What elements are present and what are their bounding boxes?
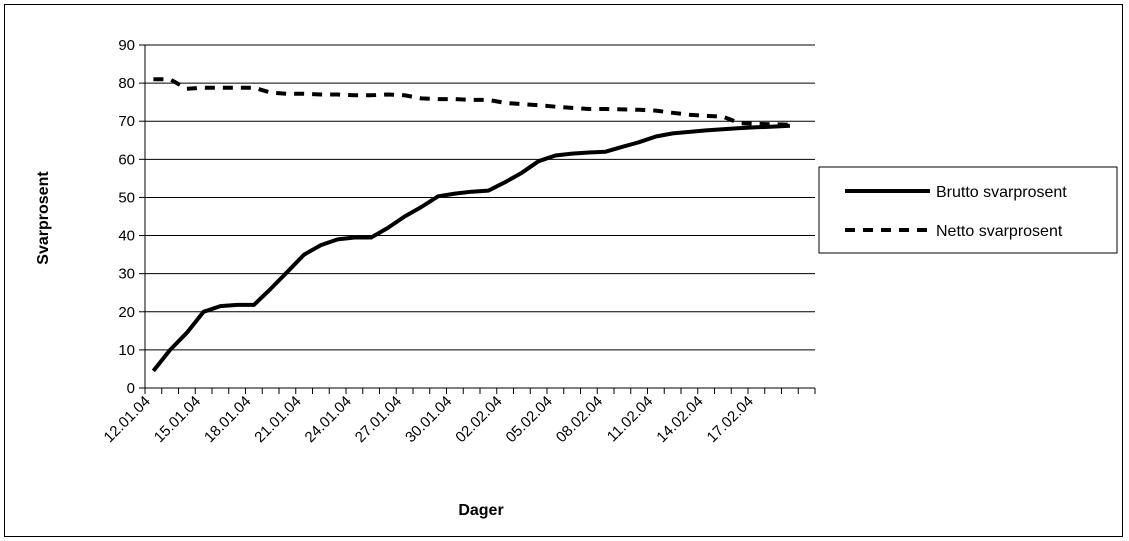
- x-tick-label: 30.01.04: [402, 393, 455, 446]
- chart-frame: [4, 4, 1123, 537]
- x-tick-label: 12.01.04: [101, 393, 154, 446]
- y-tick-label: 10: [118, 342, 135, 359]
- y-axis-title: Svarprosent: [35, 171, 52, 265]
- x-tick-label: 11.02.04: [604, 393, 657, 446]
- x-tick-label: 15.01.04: [151, 393, 204, 446]
- x-tick-label: 21.01.04: [251, 393, 304, 446]
- legend-label-netto: Netto svarprosent: [936, 223, 1063, 240]
- y-tick-label: 20: [118, 304, 135, 321]
- y-tick-label: 50: [118, 189, 135, 206]
- y-tick-label: 80: [118, 75, 135, 92]
- x-tick-label: 27.01.04: [352, 393, 405, 446]
- series-layer: [151, 77, 790, 373]
- x-tick-label: 05.02.04: [503, 393, 556, 446]
- x-tick-label: 02.02.04: [452, 393, 505, 446]
- y-tick-label: 40: [118, 228, 135, 245]
- legend-box: [818, 166, 1118, 254]
- legend: Brutto svarprosent Netto svarprosent: [818, 166, 1118, 254]
- y-tick-label: 0: [127, 380, 135, 397]
- series-line-netto: [153, 77, 790, 127]
- y-tick-label: 90: [118, 37, 135, 54]
- x-axis-title: Dager: [458, 502, 503, 519]
- y-tick-label: 70: [118, 113, 135, 130]
- x-tick-label: 24.01.04: [302, 393, 355, 446]
- x-tick-label: 17.02.04: [704, 393, 757, 446]
- series-line-brutto: [151, 123, 790, 373]
- y-tick-label: 60: [118, 151, 135, 168]
- x-tick-label: 08.02.04: [553, 393, 606, 446]
- y-tick-label: 30: [118, 266, 135, 283]
- x-tick-label: 18.01.04: [201, 393, 254, 446]
- legend-label-brutto: Brutto svarprosent: [936, 184, 1067, 201]
- gridlines: [145, 44, 815, 351]
- x-tick-label: 14.02.04: [653, 393, 706, 446]
